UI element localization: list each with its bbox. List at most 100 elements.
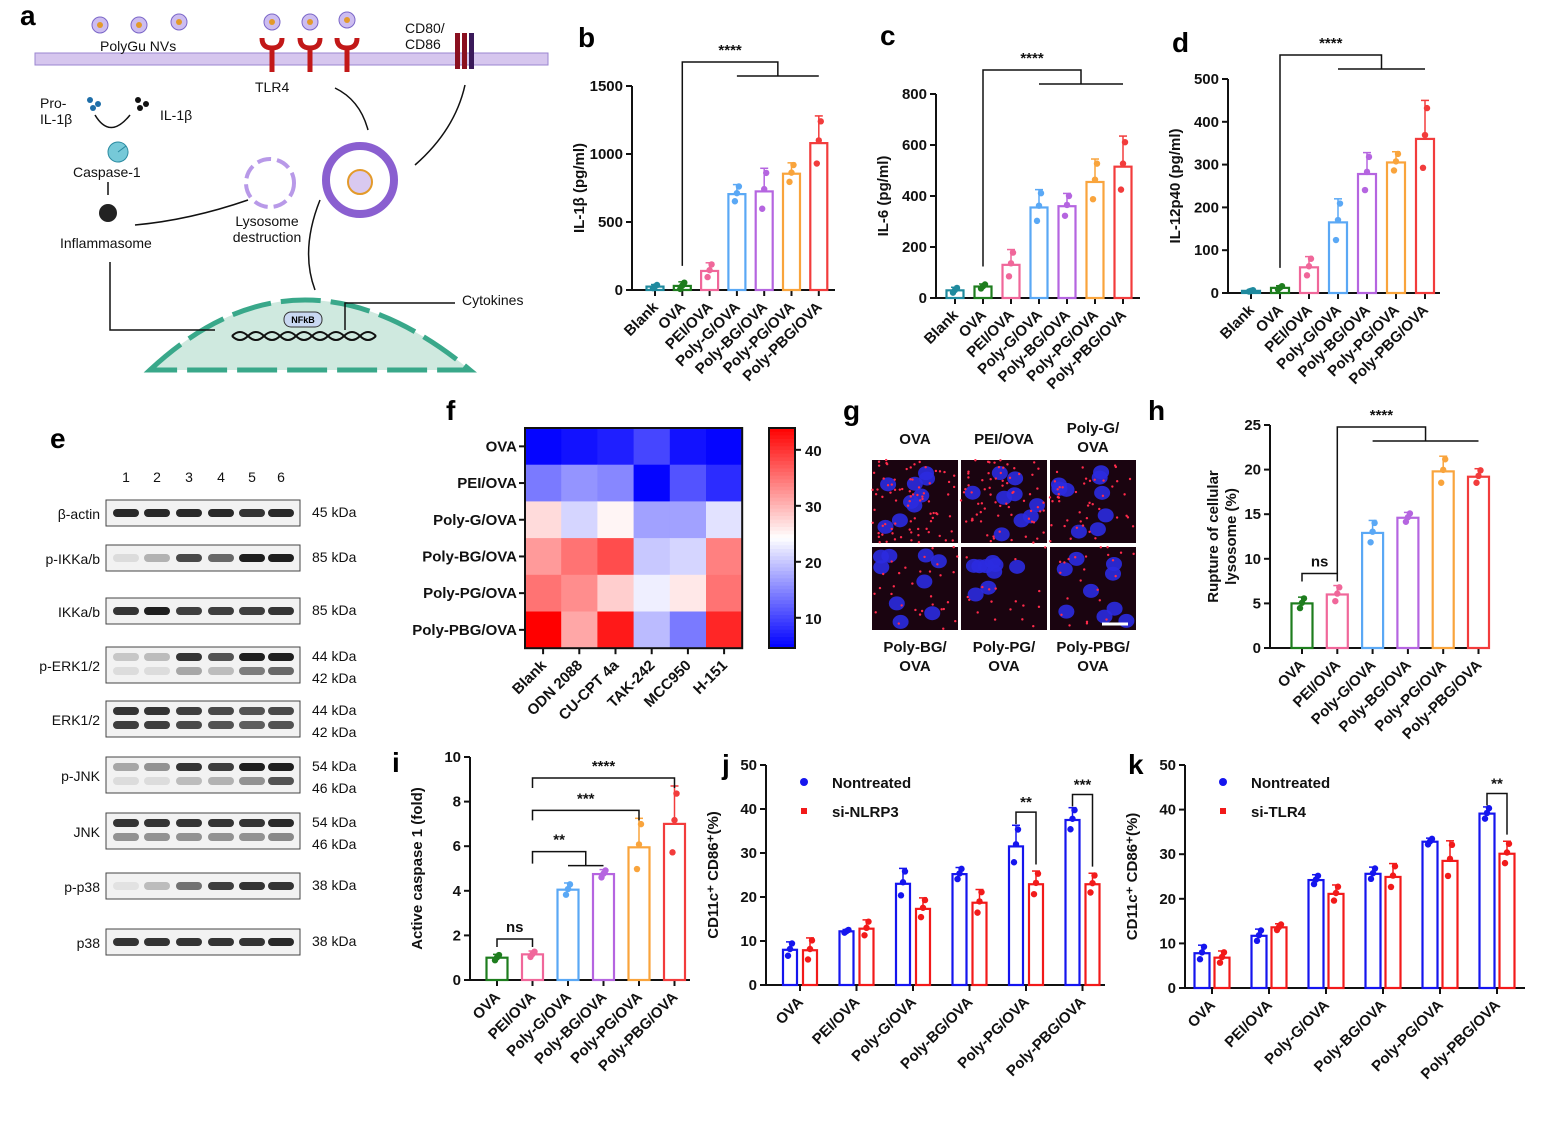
colorbar-segment — [769, 611, 795, 616]
nucleus-stain — [965, 558, 982, 573]
bar-Poly-PG/OVA-point — [1440, 466, 1447, 474]
bar-si-TLR4-point — [1501, 859, 1509, 867]
lysosome-stain — [1099, 546, 1103, 549]
colorbar-segment — [769, 615, 795, 620]
lysosome-stain — [1094, 537, 1097, 540]
nucleus-stain — [891, 513, 908, 528]
significance-label: **** — [1319, 35, 1343, 52]
colorbar-tick-label: 10 — [805, 611, 822, 628]
micrograph-label-bottom-line: OVA — [988, 658, 1020, 675]
nucleus-stain — [888, 596, 905, 611]
panel-letter-b: b — [578, 22, 595, 53]
significance-label: **** — [592, 758, 616, 775]
bar-Poly-BG/OVA-bar — [1057, 205, 1077, 300]
endosome-cargo — [347, 169, 373, 195]
lysosome-stain — [1032, 624, 1035, 628]
bar-si-NLRP3-point — [917, 913, 925, 921]
y-axis-label: IL-1β (pg/ml) — [571, 143, 588, 233]
bar-Poly-G/OVA-point — [1336, 200, 1344, 207]
lysosome-stain — [929, 519, 933, 523]
panel-letter-f: f — [446, 395, 456, 426]
blot-band — [239, 721, 265, 729]
colorbar-segment — [769, 585, 795, 590]
bar-Poly-G/OVA-point — [1037, 189, 1045, 197]
y-tick-label: 30 — [1159, 846, 1176, 863]
lysosome-stain — [924, 465, 927, 469]
molecular-weight-label: 38 kDa — [312, 933, 357, 949]
bar-PEI/OVA-point — [1305, 263, 1313, 270]
y-tick-label: 8 — [453, 794, 461, 811]
lysosome-stain — [939, 574, 942, 577]
blot-band — [208, 509, 234, 517]
pro-il1b-text-line: IL-1β — [40, 111, 72, 127]
y-tick-label: 200 — [902, 239, 927, 256]
nucleus-stain — [873, 560, 890, 575]
bar-Nontreated-bar — [1421, 840, 1439, 990]
molecular-weight-label: 54 kDa — [312, 814, 357, 830]
bar-si-TLR4-point — [1220, 949, 1228, 956]
colorbar-segment — [769, 527, 795, 532]
lysosome-stain — [1055, 470, 1059, 474]
lysosome-stain — [967, 472, 970, 475]
colorbar-segment — [769, 490, 795, 495]
lysosome-stain — [936, 563, 939, 566]
colorbar-segment — [769, 494, 795, 499]
blot-row-label: p-JNK — [61, 768, 101, 784]
blot-band — [144, 509, 170, 517]
lysosome-stain — [1021, 618, 1024, 621]
bar-Nontreated-point — [1196, 956, 1204, 963]
blot-band — [239, 833, 265, 841]
blot-band — [113, 607, 139, 615]
colorbar-segment — [769, 486, 795, 491]
bar-Poly-G/OVA-point — [1332, 236, 1340, 244]
panel-letter-a: a — [20, 0, 36, 31]
lysosome-stain — [1128, 477, 1132, 481]
heatmap-cell — [597, 501, 635, 539]
lysosome-stain — [927, 530, 930, 534]
blot-band — [113, 667, 139, 675]
bar-Nontreated-point — [1485, 805, 1493, 812]
heatmap-cell — [597, 428, 635, 466]
y-axis-label: Rupture of cellularlysosome (%) — [1205, 470, 1240, 603]
bar-si-TLR4-point — [1330, 897, 1338, 904]
lysosome-stain — [967, 484, 970, 487]
colorbar-segment — [769, 475, 795, 480]
y-tick-label: 300 — [1194, 157, 1219, 174]
bar-PEI/OVA-point — [1332, 597, 1339, 605]
lysosome-stain — [917, 534, 920, 537]
bar-PEI/OVA-point — [531, 948, 538, 955]
lysosome-stain — [1058, 560, 1062, 564]
micrograph-label-bottom: Poly-PG/OVA — [973, 639, 1036, 675]
bar-si-NLRP3-point — [1089, 879, 1096, 887]
lysosome-stain — [890, 483, 894, 486]
inflammasome-icon — [99, 204, 117, 222]
blot-band — [113, 763, 139, 771]
colorbar-segment — [769, 453, 795, 458]
blot-band — [144, 607, 170, 615]
bar-Poly-PBG/OVA-bar — [1466, 475, 1491, 650]
bar-si-TLR4-point — [1391, 863, 1399, 870]
blot-band — [113, 509, 139, 517]
bar-Nontreated-point — [1014, 826, 1022, 833]
bar-Poly-BG/OVA-point — [761, 185, 768, 193]
lysosome-stain — [935, 511, 938, 515]
bar-si-NLRP3-point — [1032, 879, 1040, 887]
bar-Poly-BG/OVA-point — [759, 205, 766, 212]
blot-band — [268, 653, 294, 661]
lysosome-stain — [1042, 501, 1045, 504]
lysosome-stain — [1009, 608, 1012, 611]
lysosome-stain — [929, 595, 933, 598]
heatmap-cell — [597, 464, 635, 502]
bar-Poly-G/OVA-point — [562, 891, 570, 898]
bar-PEI/OVA-point — [1007, 260, 1015, 267]
y-tick-label: 50 — [1159, 757, 1176, 774]
micrograph-label-bottom-line: OVA — [899, 658, 931, 675]
lysosome-stain — [931, 547, 934, 550]
bar-si-NLRP3-point — [1087, 889, 1094, 896]
colorbar-segment — [769, 545, 795, 550]
bar-si-NLRP3-point — [863, 924, 870, 931]
heatmap-cell — [669, 538, 707, 576]
blot-band — [144, 938, 170, 946]
molecular-weight-label: 42 kDa — [312, 670, 357, 686]
